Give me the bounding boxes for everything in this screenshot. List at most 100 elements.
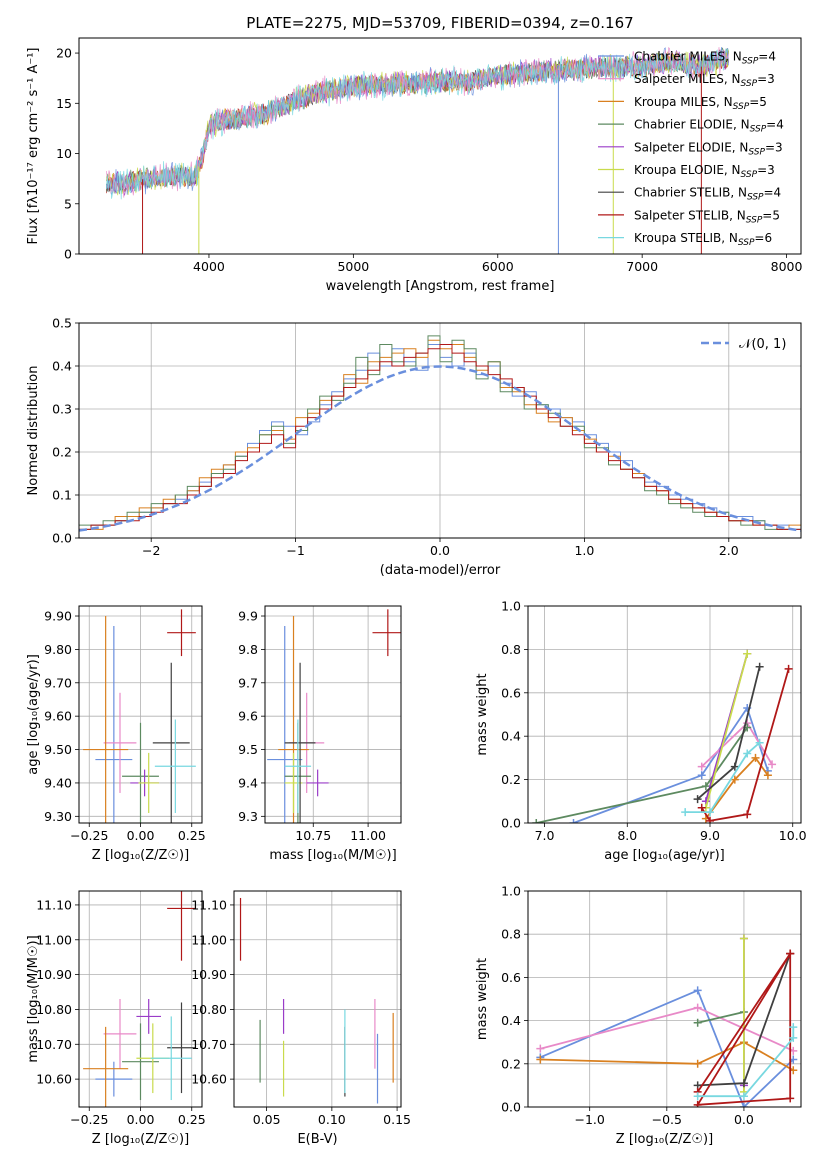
- y-tick-label: 0.5: [52, 316, 72, 331]
- y-tick-label: 9.50: [44, 742, 72, 757]
- x-axis-label: wavelength [Angstrom, rest frame]: [326, 279, 555, 294]
- x-tick-label: 7000: [626, 259, 658, 274]
- weight-line-kroupa-stelib: [685, 742, 761, 813]
- panel-age-vs-metallicity: −0.25 0.00 0.25 9.30 9.40 9.50 9.60 9.70 9.80 9.9…: [26, 605, 206, 863]
- weight-marker: [739, 1079, 748, 1088]
- weight-marker: [693, 1018, 702, 1027]
- y-tick-label: 5: [64, 196, 72, 211]
- y-tick-label: 9.7: [238, 675, 258, 690]
- y-tick-label: 0.6: [501, 685, 521, 700]
- y-tick-label: 0.0: [501, 1100, 521, 1115]
- plot-area: [83, 609, 196, 823]
- y-tick-label: 0.8: [501, 927, 521, 942]
- weight-marker: [730, 775, 739, 784]
- figure-title: PLATE=2275, MJD=53709, FIBERID=0394, z=0…: [246, 14, 633, 32]
- legend-label: Salpeter STELIB, NSSP=5: [634, 208, 780, 225]
- legend-label: Kroupa ELODIE, NSSP=3: [634, 163, 775, 180]
- y-tick-label: 9.5: [238, 742, 258, 757]
- x-tick-label: 0.25: [178, 1112, 206, 1127]
- x-tick-label: 8000: [771, 259, 803, 274]
- legend-label: Salpeter MILES, NSSP=3: [634, 72, 775, 89]
- y-tick-label: 0.2: [501, 1056, 521, 1071]
- errorbar-chabrier-elodie: [122, 1023, 159, 1101]
- x-tick-label: −1.0: [575, 1112, 605, 1127]
- plot-area: [79, 335, 801, 532]
- y-tick-label: 9.8: [238, 642, 258, 657]
- weight-marker: [743, 810, 752, 819]
- weight-marker: [697, 771, 706, 780]
- y-tick-label: 9.60: [44, 709, 72, 724]
- weight-line-salpeter-stelib: [700, 668, 790, 822]
- weight-marker: [739, 1103, 748, 1107]
- errorbar-salpeter-stelib: [372, 609, 401, 657]
- y-tick-label: 0.1: [52, 488, 72, 503]
- weight-marker: [786, 949, 795, 958]
- plot-area: [83, 891, 196, 1107]
- weight-marker: [697, 803, 706, 812]
- panel-residual-distribution: 𝒩(0, 1) −2 −1 0.0 1.0 2.0 0.0 0.1 0.2 0.3 0.4 0.5 (d…: [26, 316, 802, 578]
- x-tick-label: −1: [286, 543, 304, 558]
- plot-area: [239, 897, 394, 1104]
- y-tick-label: 0.2: [501, 772, 521, 787]
- x-tick-label: 0.0: [734, 1112, 754, 1127]
- errorbar-chabrier-miles: [95, 1061, 133, 1097]
- y-tick-label: 0: [64, 247, 72, 262]
- x-tick-label: 0.15: [383, 1112, 411, 1127]
- y-tick-label: 11.10: [191, 897, 227, 912]
- x-axis-label: mass [log₁₀(M/M☉)]: [269, 848, 396, 863]
- weight-marker: [784, 664, 793, 673]
- legend: Chabrier MILES, NSSP=4 Salpeter MILES, NS…: [598, 50, 784, 248]
- errorbar-kroupa-elodie: [138, 752, 159, 813]
- weight-marker: [693, 795, 702, 804]
- weight-line-kroupa-miles: [540, 1041, 794, 1072]
- x-tick-label: 0.00: [127, 828, 155, 843]
- legend-label: Chabrier MILES, NSSP=4: [634, 50, 776, 67]
- y-tick-label: 9.80: [44, 642, 72, 657]
- y-tick-label: 9.30: [44, 809, 72, 824]
- weight-marker: [693, 986, 702, 995]
- y-tick-label: 10.60: [191, 1072, 227, 1087]
- weight-marker: [739, 1092, 748, 1101]
- x-tick-label: 0.00: [127, 1112, 155, 1127]
- y-axis-label: Normed distribution: [26, 366, 41, 496]
- weight-marker: [743, 649, 752, 658]
- histogram-salpeter-stelib: [79, 344, 801, 530]
- errorbar-salpeter-miles: [103, 692, 137, 793]
- weight-marker: [730, 762, 739, 771]
- legend-label: Kroupa STELIB, NSSP=6: [634, 231, 772, 248]
- y-tick-label: 0.0: [501, 816, 521, 831]
- panel-age-vs-mass: 10.75 11.00 9.3 9.4 9.5 9.6 9.7 9.8 9.9 mass [log…: [238, 605, 402, 863]
- y-tick-label: 20: [56, 46, 72, 61]
- x-axis-label: Z [log₁₀(Z/Z☉)]: [616, 1132, 713, 1147]
- weight-marker: [706, 816, 714, 823]
- x-axis-label: Z [log₁₀(Z/Z☉)]: [92, 1132, 189, 1147]
- x-tick-label: 0.25: [178, 828, 206, 843]
- weight-marker: [743, 749, 752, 758]
- y-tick-label: 11.00: [36, 932, 72, 947]
- weight-marker: [755, 662, 764, 671]
- plot-area: [532, 649, 793, 823]
- weight-line-chabrier-miles: [539, 989, 794, 1107]
- y-tick-label: 10.60: [36, 1072, 72, 1087]
- weight-marker: [693, 1092, 702, 1101]
- x-tick-label: 4000: [193, 259, 225, 274]
- weight-marker: [739, 934, 748, 943]
- panel-spectrum: Chabrier MILES, NSSP=4 Salpeter MILES, NS…: [26, 37, 803, 294]
- plot-area: [106, 46, 729, 254]
- y-tick-label: 11.00: [191, 932, 227, 947]
- legend-label: Salpeter ELODIE, NSSP=3: [634, 140, 783, 157]
- x-tick-label: 10.75: [295, 828, 331, 843]
- x-axis-label: Z [log₁₀(Z/Z☉)]: [92, 848, 189, 863]
- normal-curve: [79, 365, 801, 532]
- x-tick-label: 0.05: [253, 1112, 281, 1127]
- errorbar-kroupa-miles: [83, 616, 129, 823]
- weight-marker: [536, 1044, 545, 1053]
- y-tick-label: 0.8: [501, 642, 521, 657]
- x-tick-label: 0.0: [430, 543, 450, 558]
- y-tick-label: 0.4: [501, 729, 521, 744]
- errorbar-salpeter-miles: [103, 999, 137, 1069]
- y-axis-label: mass weight: [475, 958, 490, 1040]
- y-tick-label: 15: [56, 96, 72, 111]
- plot-area: [267, 609, 401, 823]
- errorbar-kroupa-miles: [83, 1026, 129, 1107]
